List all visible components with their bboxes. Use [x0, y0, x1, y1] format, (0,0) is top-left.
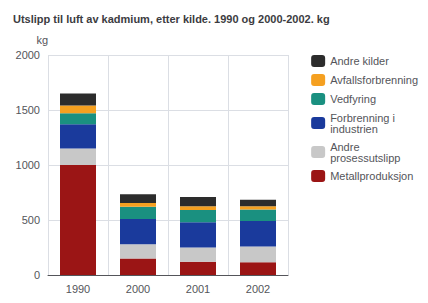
svg-text:2000: 2000	[126, 283, 150, 295]
svg-text:Avfallsforbrenning: Avfallsforbrenning	[330, 74, 418, 86]
svg-text:2002: 2002	[246, 283, 270, 295]
svg-text:0: 0	[34, 269, 40, 281]
svg-text:Vedfyring: Vedfyring	[330, 93, 376, 105]
svg-text:1990: 1990	[66, 283, 90, 295]
svg-text:Metallproduksjon: Metallproduksjon	[330, 170, 413, 182]
svg-text:prosessutslipp: prosessutslipp	[330, 152, 400, 164]
svg-text:Andre: Andre	[330, 140, 360, 153]
svg-text:industrien: industrien	[330, 123, 378, 135]
svg-text:2000: 2000	[16, 49, 40, 61]
svg-text:1000: 1000	[16, 159, 40, 171]
svg-text:1500: 1500	[16, 104, 40, 116]
svg-text:Andre kilder: Andre kilder	[330, 55, 389, 67]
svg-text:kg: kg	[36, 34, 48, 46]
svg-text:500: 500	[22, 214, 40, 226]
svg-text:Forbrenning i: Forbrenning i	[330, 111, 395, 124]
svg-text:Utslipp til luft av kadmium, e: Utslipp til luft av kadmium, etter kilde…	[13, 13, 330, 25]
svg-text:2001: 2001	[186, 283, 210, 295]
